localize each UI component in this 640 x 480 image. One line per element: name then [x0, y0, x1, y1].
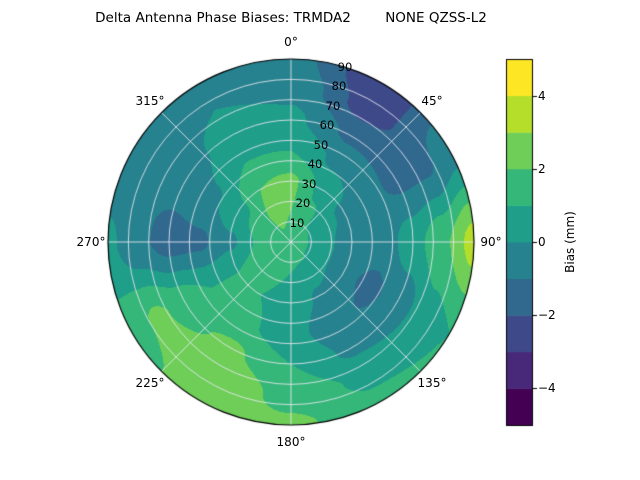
radial-tick-80: 80: [331, 79, 347, 93]
colorbar-axis-label: Bias (mm): [563, 211, 577, 273]
colorbar-tick-4: 4: [538, 89, 546, 103]
angular-tick-270: 270°: [76, 235, 106, 249]
radial-tick-60: 60: [319, 118, 335, 132]
colorbar-tick-neg2: −2: [538, 308, 556, 322]
radial-tick-20: 20: [295, 196, 311, 210]
chart-title: Delta Antenna Phase Biases: TRMDA2 NONE …: [95, 10, 487, 26]
angular-tick-45: 45°: [421, 94, 443, 108]
angular-tick-315: 315°: [135, 94, 165, 108]
colorbar-tick-neg4: −4: [538, 381, 556, 395]
colorbar-tick-0: 0: [538, 235, 546, 249]
colorbar-tick-2: 2: [538, 162, 546, 176]
angular-tick-225: 225°: [135, 376, 165, 390]
radial-tick-50: 50: [313, 138, 329, 152]
radial-tick-30: 30: [301, 177, 317, 191]
angular-tick-180: 180°: [276, 435, 306, 449]
angular-tick-135: 135°: [417, 376, 447, 390]
radial-tick-70: 70: [325, 99, 341, 113]
angular-tick-90: 90°: [480, 235, 502, 249]
radial-tick-40: 40: [307, 157, 323, 171]
radial-tick-10: 10: [289, 216, 305, 230]
radial-tick-90: 90: [337, 60, 353, 74]
angular-tick-0: 0°: [284, 35, 298, 49]
